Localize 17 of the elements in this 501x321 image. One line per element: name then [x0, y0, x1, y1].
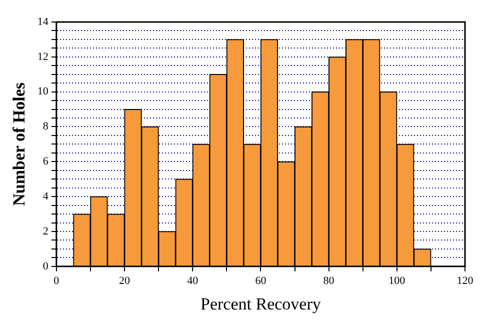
x-tick-label: 120 — [456, 274, 474, 287]
y-tick-label: 2 — [42, 225, 48, 238]
x-tick-label: 60 — [255, 274, 267, 287]
y-tick-label: 12 — [37, 50, 48, 63]
y-axis-title: Number of Holes — [10, 82, 29, 206]
y-tick-label: 6 — [42, 156, 49, 168]
x-tick-label: 40 — [187, 274, 199, 287]
x-tick-label: 0 — [54, 274, 60, 287]
y-tick-label: 10 — [37, 86, 49, 98]
y-tick-label: 4 — [42, 190, 49, 202]
x-tick-label: 80 — [323, 274, 335, 287]
x-axis-title: Percent Recovery — [200, 294, 322, 314]
x-tick-label: 20 — [119, 274, 130, 287]
y-tick-label: 8 — [42, 120, 49, 133]
y-tick-label: 0 — [42, 260, 49, 272]
y-tick-label: 14 — [37, 16, 49, 28]
x-tick-label: 100 — [388, 274, 406, 287]
